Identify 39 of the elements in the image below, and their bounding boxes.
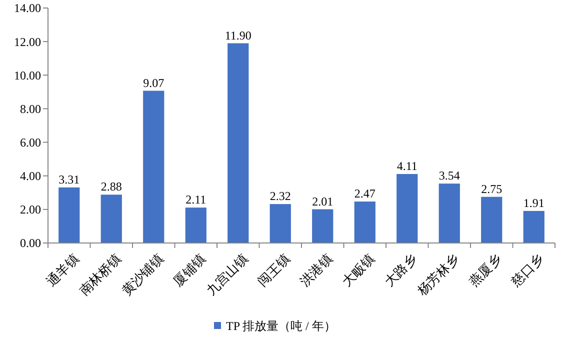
bar	[143, 90, 164, 243]
bar	[100, 194, 122, 243]
y-tick-label: 0.00	[20, 236, 41, 250]
y-tick-label: 8.00	[20, 102, 41, 116]
data-label: 3.31	[58, 172, 80, 186]
x-tick-label: 大畈镇	[340, 252, 378, 290]
bar	[185, 208, 206, 243]
bar	[270, 204, 291, 243]
data-label: 2.01	[312, 194, 334, 208]
bar	[523, 210, 544, 243]
x-tick-label: 慈口乡	[508, 252, 548, 291]
data-label: 2.75	[481, 182, 502, 196]
data-label: 2.88	[100, 180, 122, 194]
data-label: 2.32	[270, 189, 291, 204]
bar	[396, 174, 418, 243]
bar	[481, 196, 502, 243]
y-tick-label: 4.00	[20, 169, 41, 184]
bar	[312, 209, 334, 243]
data-label: 2.47	[354, 186, 376, 201]
data-label: 9.07	[143, 76, 164, 90]
x-tick-label: 闯王镇	[255, 252, 294, 290]
y-tick-label: 10.00	[14, 68, 41, 82]
data-label: 1.91	[523, 196, 544, 210]
data-label: 11.90	[224, 28, 252, 42]
bar	[228, 43, 249, 243]
y-tick-label: 12.00	[14, 34, 41, 49]
bar	[354, 202, 376, 243]
bar	[438, 184, 460, 243]
y-tick-label: 2.00	[20, 202, 41, 217]
data-label: 4.11	[396, 159, 418, 174]
legend-label: TP 排放量（吨 / 年）	[226, 319, 336, 334]
data-label: 2.11	[186, 192, 206, 207]
x-tick-label: 杨芳林乡	[414, 252, 463, 300]
y-tick-label: 6.00	[20, 135, 41, 150]
x-tick-label: 燕厦乡	[466, 252, 505, 290]
data-label: 3.54	[438, 168, 460, 183]
y-tick-label: 14.00	[14, 1, 41, 16]
bar	[58, 187, 80, 243]
x-tick-label: 洪港镇	[298, 252, 336, 290]
